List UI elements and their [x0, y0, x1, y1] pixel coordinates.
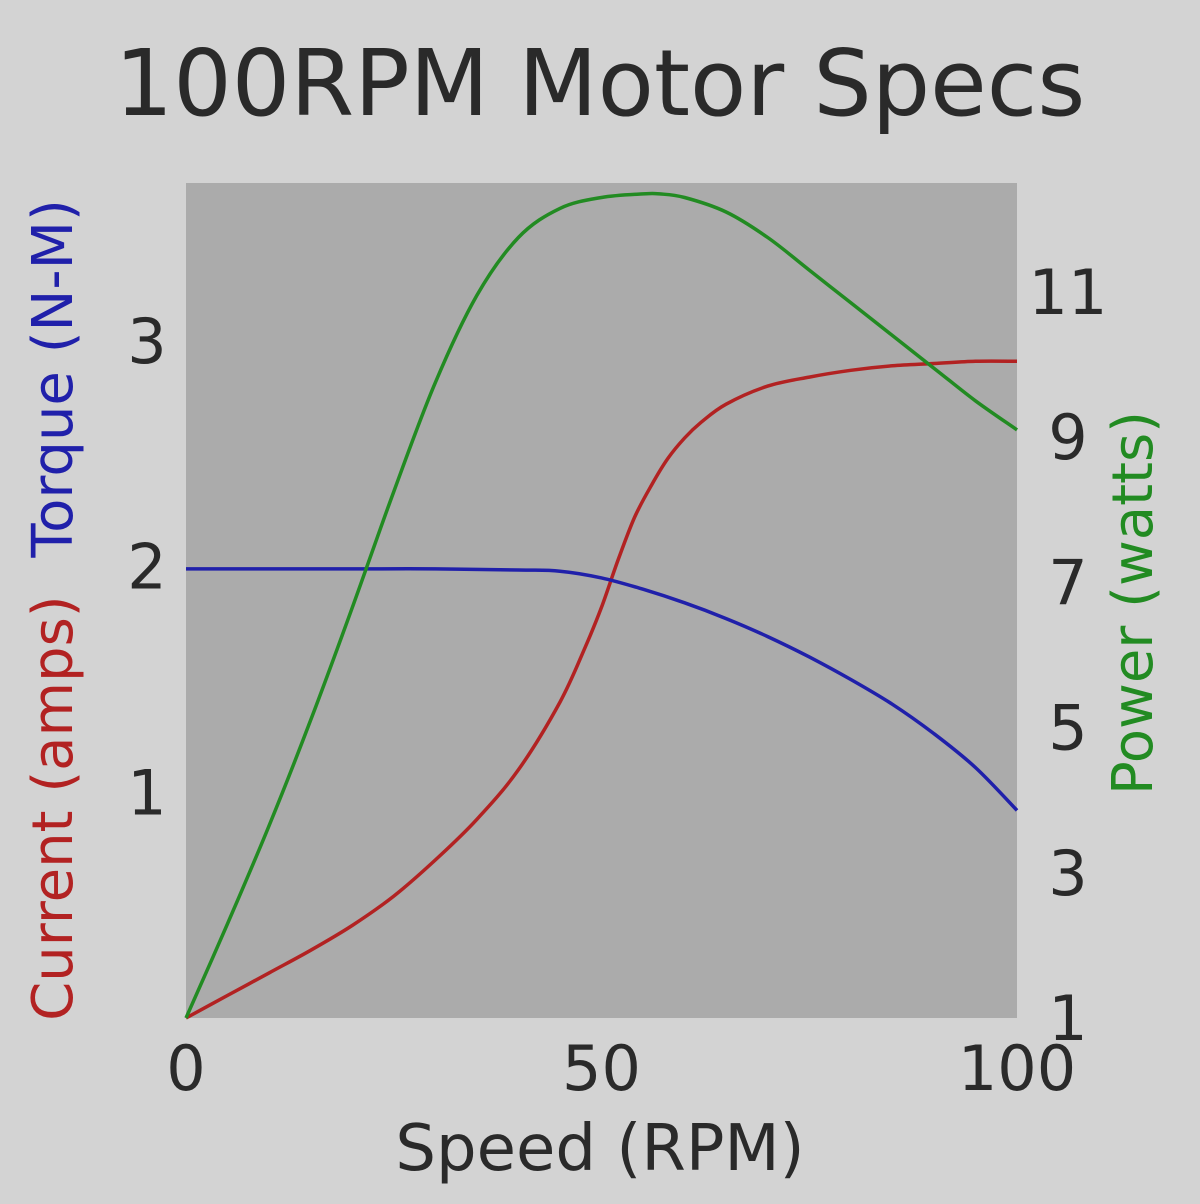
current-axis-label: Current (amps)	[21, 595, 86, 1020]
chart-title: 100RPM Motor Specs	[115, 30, 1086, 137]
y-left-tick-label: 1	[127, 756, 166, 829]
x-tick-label: 50	[562, 1032, 641, 1105]
y-right-tick-label: 7	[1048, 546, 1087, 619]
current-series-line	[185, 359, 1018, 1020]
y-left-axis-label: Current (amps) Torque (N-M)	[21, 199, 86, 1021]
y-right-tick-label: 9	[1048, 401, 1087, 474]
y-right-tick-label: 5	[1048, 692, 1087, 765]
y-right-tick-label: 3	[1048, 837, 1087, 910]
series-layer	[184, 191, 1019, 1020]
y-right-tick-label: 11	[1029, 256, 1108, 329]
power-axis-label: Power (watts)	[1101, 411, 1166, 795]
torque-axis-label: Torque (N-M)	[21, 199, 86, 558]
y-left-tick-label: 2	[127, 531, 166, 604]
y-right-tick-labels: 1 3 5 7 9 11	[1029, 256, 1108, 1055]
torque-series-line	[185, 567, 1019, 812]
x-axis-label: Speed (RPM)	[395, 1112, 804, 1186]
y-right-tick-label: 1	[1048, 982, 1087, 1055]
power-series-line	[184, 191, 1019, 1019]
y-left-tick-label: 3	[127, 305, 166, 378]
plot-area	[186, 183, 1017, 1018]
x-tick-label: 100	[958, 1032, 1076, 1105]
y-left-tick-labels: 1 2 3	[127, 305, 166, 829]
x-tick-label: 0	[166, 1032, 205, 1105]
x-tick-labels: 0 50 100	[166, 1032, 1076, 1105]
